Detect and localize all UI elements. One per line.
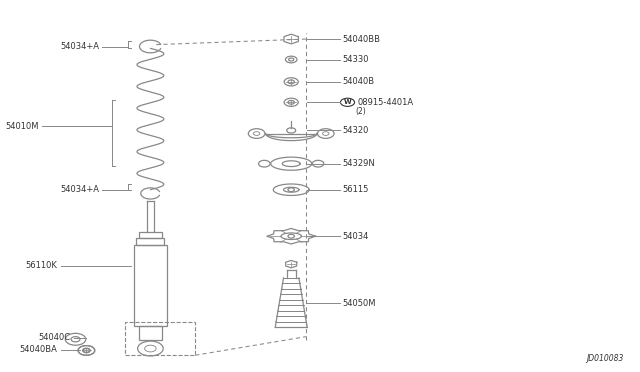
Text: 54040BA: 54040BA xyxy=(20,345,58,354)
Text: 54040B: 54040B xyxy=(342,77,374,86)
Text: 54050M: 54050M xyxy=(342,299,376,308)
Bar xyxy=(125,322,195,355)
Text: 08915-4401A: 08915-4401A xyxy=(357,98,413,107)
Text: 54329N: 54329N xyxy=(342,159,375,168)
Text: 56110K: 56110K xyxy=(26,262,58,270)
Text: 54034+A: 54034+A xyxy=(60,185,99,194)
Text: 54040C: 54040C xyxy=(38,333,70,342)
Text: 54040BB: 54040BB xyxy=(342,35,380,44)
Text: 56115: 56115 xyxy=(342,185,369,194)
Text: (2): (2) xyxy=(356,107,367,116)
Text: JD010083: JD010083 xyxy=(587,354,624,363)
Text: 54320: 54320 xyxy=(342,126,369,135)
Text: 54034+A: 54034+A xyxy=(60,42,99,51)
Text: W: W xyxy=(344,99,351,105)
Text: 54330: 54330 xyxy=(342,55,369,64)
Text: 54010M: 54010M xyxy=(5,122,38,131)
Text: 54034: 54034 xyxy=(342,232,369,241)
